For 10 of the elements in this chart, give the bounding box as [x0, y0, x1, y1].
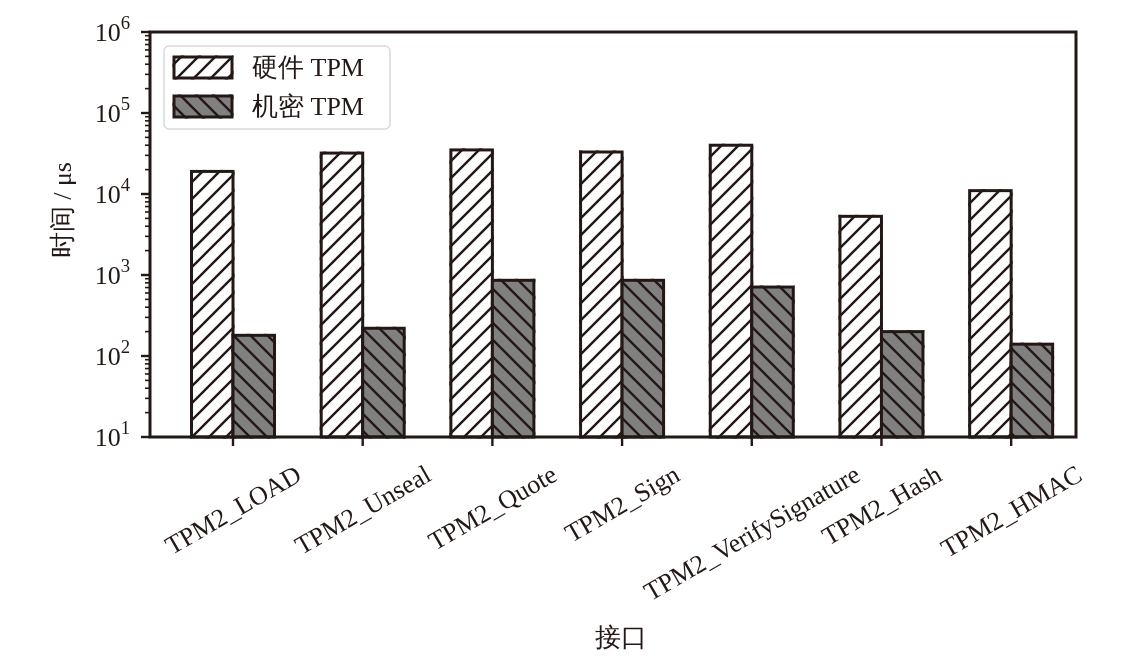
y-tick-label: 10$^{2}$ [94, 336, 130, 371]
y-tick-label: 10$^{5}$ [94, 93, 130, 128]
legend-label: 硬件 TPM [252, 53, 364, 83]
y-tick-label: 10$^{6}$ [94, 12, 130, 47]
x-axis-title: 接口 [595, 623, 647, 653]
y-tick-label: 10$^{1}$ [94, 417, 130, 452]
y-tick-label: 10$^{4}$ [94, 174, 131, 209]
y-tick-label: 10$^{3}$ [94, 255, 130, 290]
legend-label: 机密 TPM [252, 92, 364, 122]
y-axis-title: 时间 / μs [47, 162, 77, 259]
